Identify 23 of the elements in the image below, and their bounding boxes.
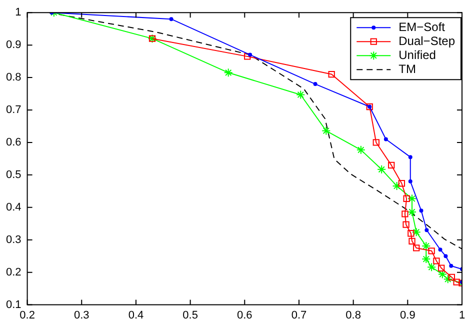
legend-label: EM−Soft xyxy=(398,20,446,34)
x-tick-label: 0.7 xyxy=(291,309,307,322)
y-tick-label: 0.1 xyxy=(6,298,22,311)
y-tick-label: 1 xyxy=(15,6,22,19)
legend-label: Dual−Step xyxy=(398,34,456,48)
y-tick-label: 0.6 xyxy=(6,136,22,148)
x-tick-label: 0.8 xyxy=(346,309,361,322)
y-tick-label: 0.7 xyxy=(6,104,22,116)
y-tick-label: 0.8 xyxy=(6,72,22,84)
y-tick-label: 0.4 xyxy=(6,201,22,214)
x-tick-label: 0.4 xyxy=(128,309,144,322)
x-tick-label: 1 xyxy=(458,309,466,322)
y-tick-label: 0.5 xyxy=(6,168,22,181)
legend-label: TM xyxy=(398,62,416,76)
x-tick-label: 0.5 xyxy=(182,309,198,322)
x-tick-label: 0.6 xyxy=(236,309,252,322)
y-tick-label: 0.3 xyxy=(6,234,22,246)
y-tick-label: 0.9 xyxy=(6,39,22,52)
x-tick-label: 0.9 xyxy=(400,309,416,322)
y-tick-label: 0.2 xyxy=(6,266,22,278)
x-tick-label: 0.3 xyxy=(74,309,90,322)
x-tick-label: 0.2 xyxy=(20,309,35,322)
legend-label: Unified xyxy=(398,48,436,62)
